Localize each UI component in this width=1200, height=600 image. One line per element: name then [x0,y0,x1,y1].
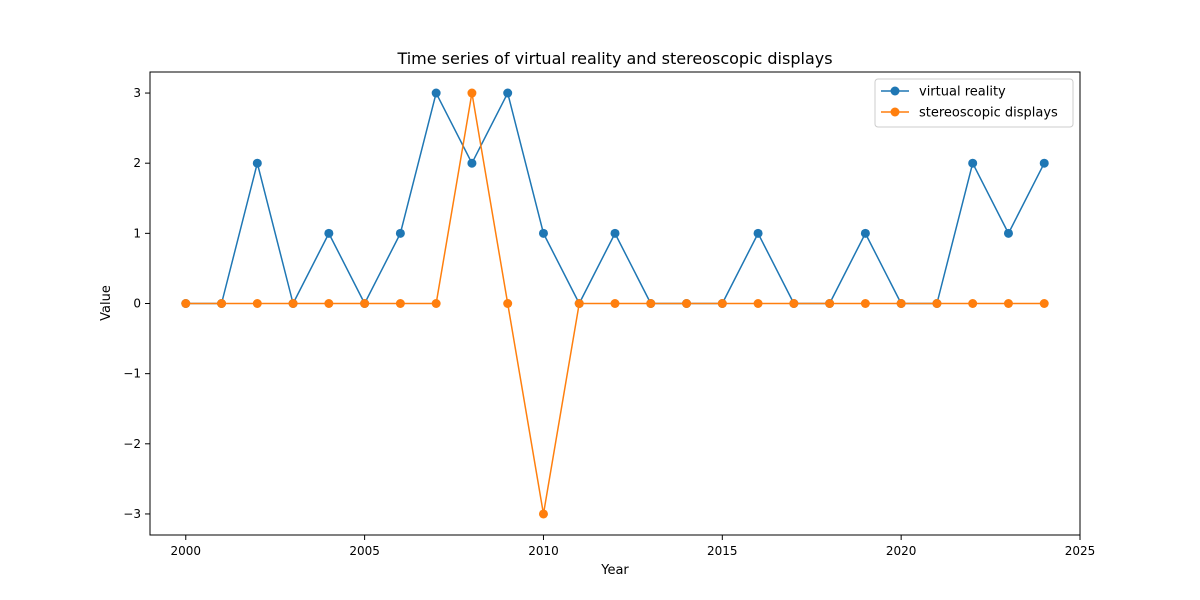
x-tick-label: 2025 [1065,544,1096,558]
data-point [682,299,692,308]
data-point [324,299,334,308]
y-tick-label: −3 [123,507,141,521]
data-point [431,299,441,308]
data-point [610,228,620,238]
data-point [181,299,191,308]
data-point [860,228,870,238]
data-point [968,299,978,308]
data-point [968,158,978,168]
x-axis-label: Year [600,563,629,578]
x-tick-label: 2005 [349,544,380,558]
legend-label: stereoscopic displays [919,106,1058,121]
y-tick-label: −2 [123,437,141,451]
data-point [1003,299,1013,308]
y-tick-label: 0 [133,297,141,311]
data-point [574,299,584,308]
y-tick-label: −1 [123,367,141,381]
data-point [503,88,513,98]
legend-box [874,78,1074,128]
data-point [467,158,477,168]
y-tick-label: 2 [133,156,141,170]
data-point [1003,228,1013,238]
data-point [324,228,334,238]
y-tick-label: 1 [133,226,141,240]
legend-marker [890,86,900,96]
chart-title: Time series of virtual reality and stere… [396,49,832,68]
y-axis-label: Value [99,285,114,321]
data-point [789,299,799,308]
data-point [252,158,262,168]
data-point [538,509,548,519]
data-point [753,228,763,238]
data-point [825,299,835,308]
data-point [860,299,870,308]
x-tick-label: 2020 [886,544,917,558]
data-point [538,228,548,238]
data-point [503,299,513,308]
data-point [646,299,656,308]
legend-marker [890,107,900,117]
data-point [753,299,763,308]
data-point [217,299,227,308]
data-point [431,88,441,98]
data-point [360,299,370,308]
data-point [1039,299,1049,308]
data-point [395,299,405,308]
x-tick-label: 2010 [528,544,559,558]
x-tick-label: 2000 [170,544,201,558]
data-point [896,299,906,308]
data-point [395,228,405,238]
data-point [288,299,298,308]
y-tick-label: 3 [133,86,141,100]
data-point [467,88,477,98]
plot-area: 2000 2005 2010 2015 2020 2025 −3 −2 −1 0 1 2 3 [123,71,1096,558]
data-point [1039,158,1049,168]
data-point [717,299,727,308]
x-tick-label: 2015 [707,544,738,558]
legend: virtual reality stereoscopic displays [874,78,1074,128]
data-point [932,299,942,308]
data-point [252,299,262,308]
data-point [610,299,620,308]
legend-label: virtual reality [919,85,1006,100]
